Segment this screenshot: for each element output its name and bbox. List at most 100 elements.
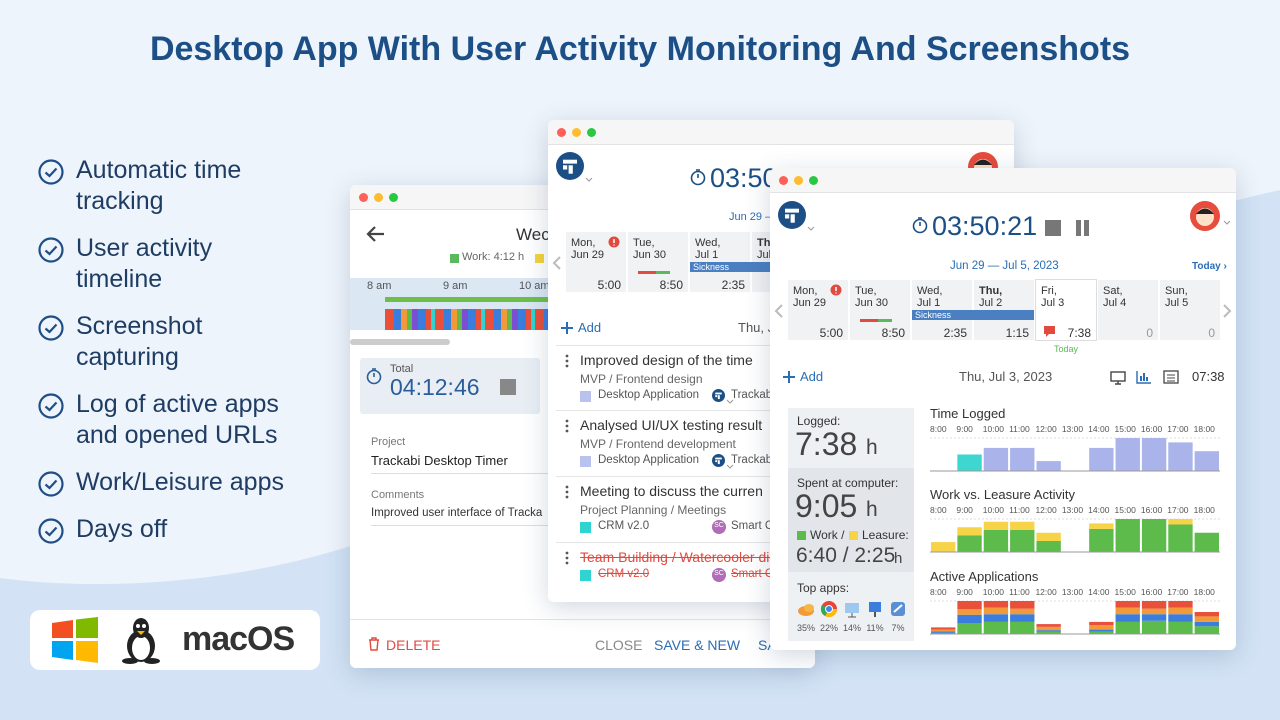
bar bbox=[1115, 614, 1140, 622]
hour-label: 17:00 bbox=[1167, 587, 1189, 597]
total-label: Total bbox=[390, 363, 414, 375]
hour-label: 10 am bbox=[519, 280, 550, 292]
decoration bbox=[565, 556, 569, 560]
decoration bbox=[785, 208, 799, 213]
trash-icon bbox=[369, 637, 379, 651]
bar bbox=[983, 601, 1009, 608]
bar bbox=[1141, 438, 1167, 471]
decoration bbox=[912, 218, 928, 234]
chart bbox=[930, 518, 1220, 553]
unit: h bbox=[866, 498, 878, 521]
bar bbox=[957, 623, 982, 634]
entry-title: Team Building / Watercooler discus bbox=[580, 549, 799, 565]
bar bbox=[1010, 621, 1035, 634]
decoration bbox=[809, 176, 818, 185]
activity-bar bbox=[860, 319, 878, 322]
sickness-bar bbox=[912, 310, 1034, 320]
bar bbox=[1010, 601, 1035, 609]
plus-icon bbox=[783, 371, 795, 383]
app-logo bbox=[712, 454, 734, 469]
alert-icon bbox=[830, 284, 842, 296]
footer bbox=[350, 619, 815, 620]
decoration bbox=[568, 165, 573, 174]
action-button[interactable]: CLOSE bbox=[595, 637, 643, 653]
bar bbox=[1194, 532, 1219, 552]
decoration bbox=[807, 226, 815, 231]
decoration bbox=[38, 518, 64, 544]
hour-label: 9:00 bbox=[956, 587, 973, 597]
decoration bbox=[565, 551, 569, 555]
hour-label: 18:00 bbox=[1193, 587, 1215, 597]
bar bbox=[1036, 626, 1061, 631]
decoration bbox=[1046, 334, 1049, 337]
hour-label: 12:00 bbox=[1035, 587, 1057, 597]
pause-bar bbox=[1076, 220, 1081, 236]
date-range: Jun 29 — Jul 5, 2023 bbox=[950, 260, 1059, 272]
kebab-icon bbox=[565, 354, 569, 368]
day-cell bbox=[850, 280, 910, 340]
title-bar bbox=[548, 120, 1014, 145]
comment-text: Improved user interface of Tracka bbox=[371, 507, 543, 519]
decoration bbox=[1196, 208, 1214, 214]
decoration bbox=[52, 641, 73, 660]
decoration bbox=[918, 217, 922, 226]
decoration bbox=[552, 256, 561, 270]
tag-swatch bbox=[580, 456, 591, 467]
feature-item: Screenshot capturing bbox=[38, 311, 301, 373]
bar bbox=[1194, 626, 1219, 634]
day-cell bbox=[1160, 280, 1220, 340]
add-button[interactable]: Add bbox=[578, 320, 602, 335]
hour-label: 15:00 bbox=[1114, 587, 1136, 597]
decoration bbox=[845, 603, 859, 613]
decoration bbox=[44, 526, 58, 537]
decoration bbox=[572, 128, 581, 137]
bar bbox=[1036, 624, 1061, 627]
bar bbox=[983, 447, 1009, 471]
app-share: 35% bbox=[796, 623, 815, 633]
chart-title: Work vs. Leasure Activity bbox=[930, 487, 1075, 502]
action-button[interactable]: DELETE bbox=[386, 637, 441, 653]
bar bbox=[1141, 620, 1167, 634]
decoration bbox=[38, 159, 64, 185]
decoration bbox=[696, 169, 700, 178]
app-logo bbox=[778, 201, 815, 231]
decoration bbox=[587, 128, 596, 137]
decoration bbox=[726, 464, 734, 469]
decoration bbox=[38, 471, 64, 497]
bar bbox=[957, 614, 982, 623]
bar bbox=[1010, 447, 1035, 471]
decoration bbox=[44, 167, 58, 178]
day-date: Jul 4 bbox=[1103, 297, 1127, 309]
day-cell bbox=[1098, 280, 1158, 340]
sickness-label: Sickness bbox=[915, 310, 952, 320]
bar bbox=[1168, 614, 1193, 622]
stop-button bbox=[1045, 220, 1061, 236]
macos-label: macOS bbox=[182, 620, 295, 658]
hour-label: 9:00 bbox=[956, 505, 973, 515]
app-icon bbox=[845, 603, 859, 618]
feature-item: Automatic time tracking bbox=[38, 155, 301, 217]
bar bbox=[957, 454, 982, 471]
day-name: Wed, bbox=[695, 237, 721, 249]
add-button[interactable]: Add bbox=[800, 369, 824, 384]
action-button[interactable]: SAVE & NEW bbox=[654, 637, 741, 653]
day-heading: Wec bbox=[516, 225, 550, 244]
app-icon bbox=[891, 602, 905, 616]
decoration bbox=[369, 637, 379, 651]
bar bbox=[1194, 612, 1219, 617]
decoration bbox=[38, 518, 64, 544]
decoration bbox=[974, 159, 992, 165]
bar bbox=[1010, 614, 1035, 622]
bar bbox=[957, 609, 982, 615]
date-range: Jun 29 – bbox=[729, 211, 772, 223]
decoration bbox=[136, 624, 140, 628]
decoration bbox=[1223, 304, 1232, 318]
bar bbox=[931, 627, 956, 630]
field-line bbox=[371, 525, 551, 526]
day-date: Jun 29 bbox=[793, 297, 827, 309]
bar bbox=[1089, 631, 1114, 634]
today-link[interactable]: Today › bbox=[1192, 261, 1227, 272]
day-total: 8:50 bbox=[659, 278, 683, 292]
activity-bar bbox=[638, 271, 656, 274]
hour-label: 15:00 bbox=[1114, 505, 1136, 515]
